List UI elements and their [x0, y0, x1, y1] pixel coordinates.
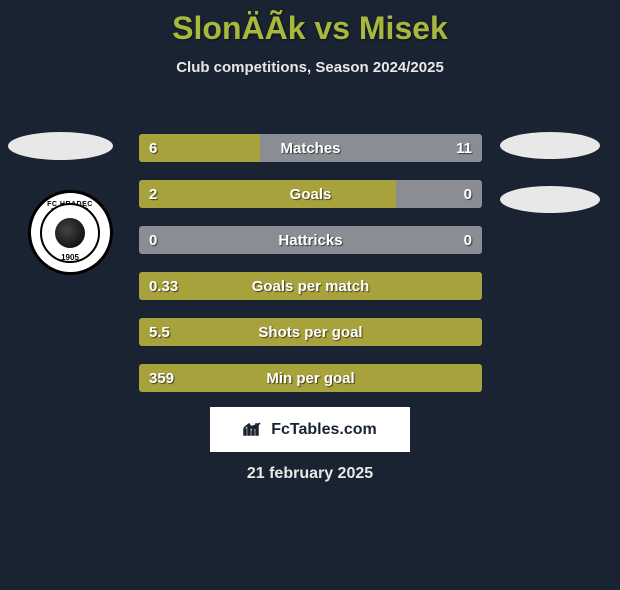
page-subtitle: Club competitions, Season 2024/2025: [0, 59, 620, 76]
stat-right-value: 0: [464, 180, 472, 208]
stat-label: Min per goal: [139, 364, 482, 392]
player-oval-right-1: [500, 132, 600, 159]
chart-icon: [243, 421, 265, 439]
stat-label: Goals per match: [139, 272, 482, 300]
page-title: SlonÄÃ­k vs Misek: [0, 10, 620, 47]
brand-badge[interactable]: FcTables.com: [210, 407, 410, 452]
club-crest-left: FC HRADEC KRÁLOVÉ 1905: [20, 190, 120, 275]
crest-outer-ring: FC HRADEC KRÁLOVÉ 1905: [28, 190, 113, 275]
stats-comparison-bars: 6 Matches 11 2 Goals 0 0 Hattricks 0 0.3…: [138, 133, 483, 409]
player-oval-right-2: [500, 186, 600, 213]
stat-row-mpg: 359 Min per goal: [138, 363, 483, 393]
crest-year: 1905: [31, 253, 110, 262]
stat-row-gpm: 0.33 Goals per match: [138, 271, 483, 301]
stat-label: Shots per goal: [139, 318, 482, 346]
stat-right-value: 11: [456, 134, 472, 162]
snapshot-date: 21 february 2025: [0, 465, 620, 483]
stat-label: Goals: [139, 180, 482, 208]
stat-label: Matches: [139, 134, 482, 162]
football-icon: [55, 218, 85, 248]
stat-right-value: 0: [464, 226, 472, 254]
stat-row-matches: 6 Matches 11: [138, 133, 483, 163]
stat-row-hattricks: 0 Hattricks 0: [138, 225, 483, 255]
stat-row-goals: 2 Goals 0: [138, 179, 483, 209]
stat-row-spg: 5.5 Shots per goal: [138, 317, 483, 347]
player-oval-left: [8, 132, 113, 160]
brand-text: FcTables.com: [271, 421, 377, 439]
stat-label: Hattricks: [139, 226, 482, 254]
